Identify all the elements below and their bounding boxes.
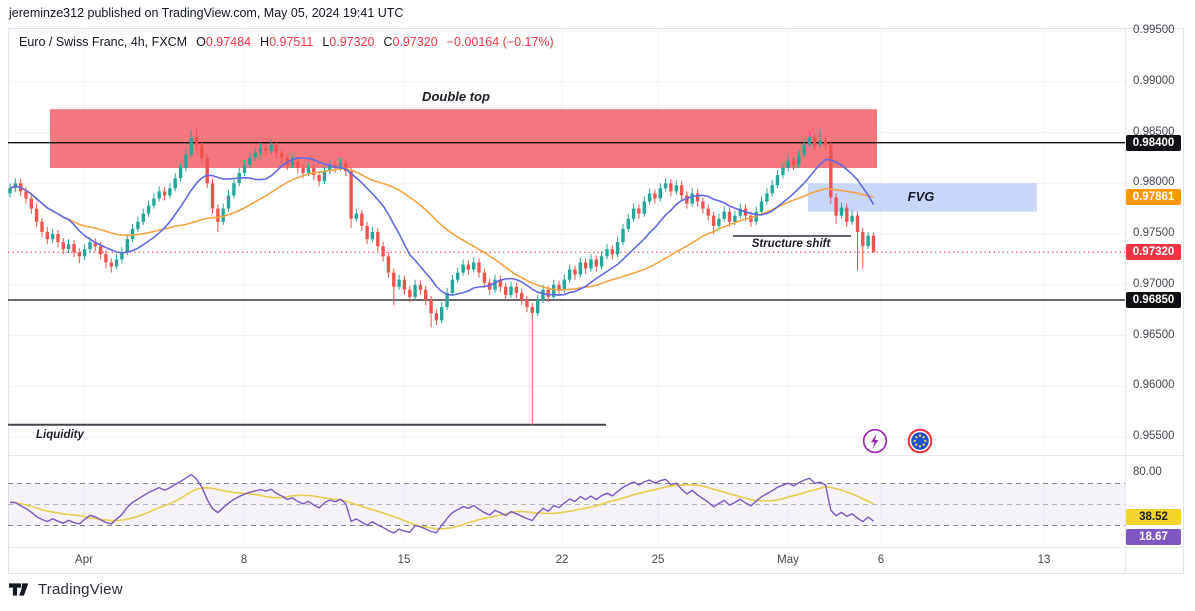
eu-flag-icon[interactable] bbox=[907, 428, 933, 454]
pane-separator[interactable] bbox=[8, 455, 1184, 456]
ohlc-high: H0.97511 bbox=[260, 35, 314, 49]
liquidity-annotation[interactable]: Liquidity bbox=[36, 429, 84, 441]
time-tick-15: 15 bbox=[397, 554, 411, 566]
rsi-ma-badge: 38.52 bbox=[1126, 508, 1181, 525]
last-price-badge: 0.97320 bbox=[1126, 244, 1181, 261]
price-chart-canvas[interactable] bbox=[8, 28, 1184, 574]
price-tick-0.97500: 0.97500 bbox=[1133, 227, 1175, 239]
time-tick-25: 25 bbox=[651, 554, 665, 566]
rsi-tick-80.00: 80.00 bbox=[1133, 466, 1162, 478]
tradingview-glyph-icon bbox=[9, 583, 29, 596]
price-tick-0.97000: 0.97000 bbox=[1133, 277, 1175, 290]
ma-value-badge: 0.97861 bbox=[1126, 189, 1181, 206]
price-tick-0.98000: 0.98000 bbox=[1133, 176, 1175, 189]
time-tick-22: 22 bbox=[555, 554, 569, 566]
flash-event-icon[interactable] bbox=[862, 428, 888, 454]
ohlc-close: C0.97320 bbox=[383, 35, 438, 49]
ohlc-low: L0.97320 bbox=[322, 35, 375, 49]
price-tick-0.96000: 0.96000 bbox=[1133, 379, 1175, 392]
price-tick-0.98500: 0.98500 bbox=[1133, 125, 1175, 138]
fvg-annotation[interactable]: FVG bbox=[907, 189, 935, 204]
published-line: jereminze312 published on TradingView.co… bbox=[9, 6, 404, 20]
time-tick-Apr: Apr bbox=[75, 554, 93, 566]
time-tick-8: 8 bbox=[240, 554, 248, 566]
time-axis-separator bbox=[8, 547, 1184, 548]
price-tick-0.99000: 0.99000 bbox=[1133, 74, 1175, 87]
upper-level-badge: 0.98400 bbox=[1126, 134, 1181, 151]
double-top-annotation[interactable]: Double top bbox=[422, 89, 490, 104]
price-tick-0.96500: 0.96500 bbox=[1133, 328, 1175, 341]
structure-shift-annotation[interactable]: Structure shift bbox=[751, 238, 831, 250]
price-axis-separator bbox=[1125, 28, 1126, 574]
price-tick-0.99500: 0.99500 bbox=[1133, 24, 1175, 36]
rsi-badge: 18.67 bbox=[1126, 529, 1181, 546]
time-tick-6: 6 bbox=[877, 554, 885, 566]
change-value: −0.00164 (−0.17%) bbox=[446, 35, 554, 49]
price-tick-0.95500: 0.95500 bbox=[1133, 430, 1175, 442]
symbol-title[interactable]: Euro / Swiss Franc, 4h, FXCM bbox=[19, 35, 188, 49]
lower-level-badge: 0.96850 bbox=[1126, 292, 1181, 308]
symbol-legend: Euro / Swiss Franc, 4h, FXCM O0.97484 H0… bbox=[19, 35, 554, 49]
tradingview-brand-text: TradingView bbox=[38, 581, 123, 598]
time-tick-13: 13 bbox=[1037, 554, 1051, 566]
tradingview-logo[interactable]: TradingView bbox=[9, 581, 123, 598]
ohlc-open: O0.97484 bbox=[196, 35, 252, 49]
time-tick-May: May bbox=[777, 554, 799, 566]
